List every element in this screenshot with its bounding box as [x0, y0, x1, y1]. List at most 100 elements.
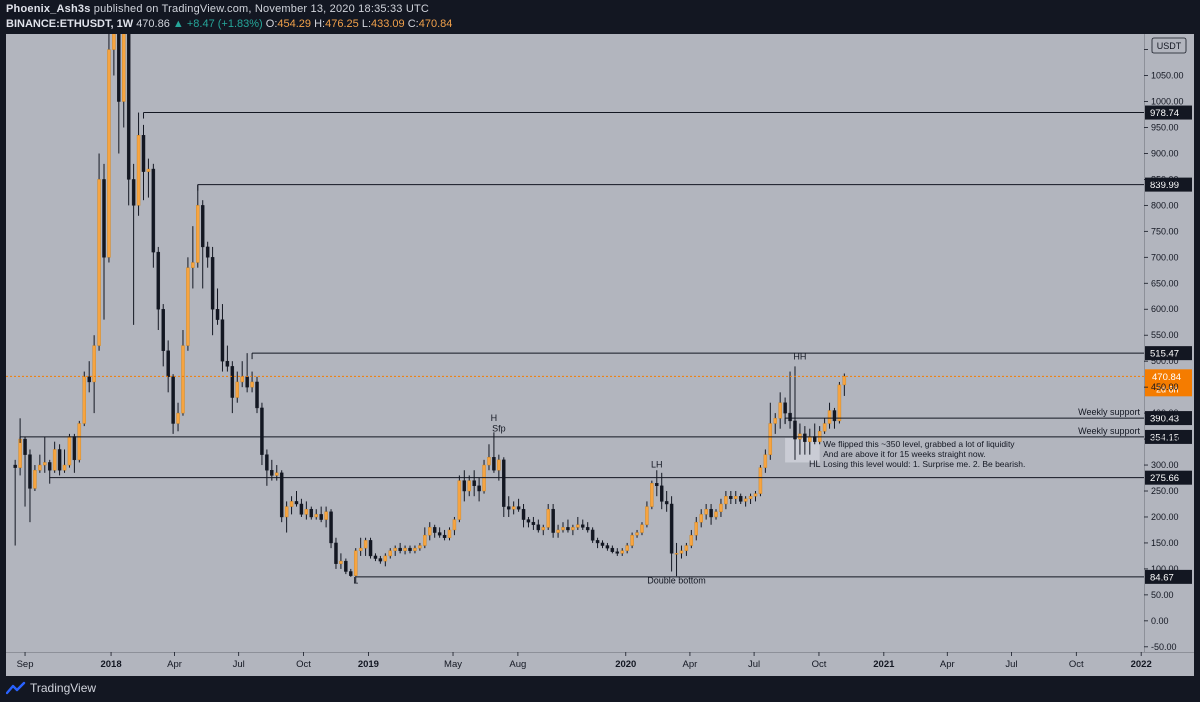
candle-body[interactable]: [536, 524, 541, 531]
author-name[interactable]: Phoenix_Ash3s: [6, 3, 91, 15]
candle-body[interactable]: [729, 496, 733, 499]
candle-body[interactable]: [709, 508, 713, 518]
candle-body[interactable]: [117, 34, 121, 102]
candle-body[interactable]: [225, 360, 230, 367]
candle-body[interactable]: [112, 34, 116, 50]
candle-body[interactable]: [235, 381, 239, 398]
candle-body[interactable]: [62, 464, 67, 471]
candle-body[interactable]: [788, 412, 792, 422]
candle-body[interactable]: [556, 529, 560, 533]
candle-body[interactable]: [57, 449, 62, 471]
candle-body[interactable]: [166, 350, 170, 377]
candle-body[interactable]: [699, 514, 703, 523]
candle-body[interactable]: [358, 547, 363, 551]
candle-body[interactable]: [837, 384, 842, 422]
candle-body[interactable]: [502, 459, 506, 507]
candle-body[interactable]: [605, 545, 610, 549]
candle-body[interactable]: [265, 454, 269, 471]
candle-body[interactable]: [630, 534, 634, 546]
candle-body[interactable]: [783, 402, 787, 414]
candle-body[interactable]: [38, 464, 42, 471]
candle-body[interactable]: [403, 547, 407, 551]
candle-body[interactable]: [181, 345, 185, 414]
candle-body[interactable]: [270, 470, 274, 476]
candle-body[interactable]: [477, 485, 481, 492]
candle-body[interactable]: [146, 168, 151, 172]
candle-body[interactable]: [803, 433, 807, 442]
candle-body[interactable]: [467, 480, 471, 492]
candle-body[interactable]: [452, 519, 457, 531]
candle-body[interactable]: [650, 483, 654, 507]
candle-body[interactable]: [832, 410, 837, 422]
candle-body[interactable]: [571, 527, 575, 531]
candle-body[interactable]: [136, 135, 141, 206]
candle-body[interactable]: [260, 407, 264, 455]
candle-body[interactable]: [526, 519, 531, 523]
candle-body[interactable]: [334, 542, 338, 564]
candle-body[interactable]: [23, 438, 27, 455]
candle-body[interactable]: [284, 506, 289, 518]
candle-body[interactable]: [714, 511, 718, 518]
candle-body[interactable]: [205, 246, 210, 258]
candlestick-chart[interactable]: 978.74 839.99 515.47 390.43 Weekly support 35…: [6, 34, 1194, 676]
candle-body[interactable]: [763, 454, 768, 468]
time-axis[interactable]: Sep 2018 Apr Jul Oct 2019 May Aug 2020 Apr Jul Oct 2…: [17, 652, 1152, 670]
candle-body[interactable]: [324, 511, 328, 520]
candle-body[interactable]: [645, 506, 649, 525]
candle-body[interactable]: [457, 480, 462, 520]
candle-body[interactable]: [773, 418, 777, 424]
candle-body[interactable]: [72, 436, 77, 461]
candle-body[interactable]: [724, 496, 728, 505]
candle-body[interactable]: [289, 501, 294, 507]
candle-body[interactable]: [743, 498, 748, 502]
candle-body[interactable]: [551, 508, 555, 533]
candle-body[interactable]: [442, 534, 447, 538]
candle-body[interactable]: [67, 436, 72, 466]
candle-body[interactable]: [378, 558, 383, 562]
candle-body[interactable]: [200, 205, 205, 248]
candle-body[interactable]: [339, 560, 343, 564]
candle-body[interactable]: [684, 545, 689, 551]
candle-body[interactable]: [738, 496, 743, 502]
candle-body[interactable]: [487, 457, 491, 466]
candle-body[interactable]: [719, 503, 723, 512]
candle-body[interactable]: [275, 472, 279, 476]
candle-body[interactable]: [827, 410, 832, 424]
candle-body[interactable]: [279, 472, 284, 518]
candle-body[interactable]: [778, 402, 782, 419]
candle-body[interactable]: [304, 508, 309, 515]
candle-body[interactable]: [462, 480, 467, 492]
candle-body[interactable]: [566, 527, 570, 531]
candle-body[interactable]: [373, 555, 378, 559]
candle-body[interactable]: [768, 423, 773, 455]
candle-body[interactable]: [655, 483, 659, 487]
candle-body[interactable]: [516, 506, 521, 510]
candle-body[interactable]: [329, 511, 333, 544]
candle-body[interactable]: [122, 34, 126, 102]
candle-body[interactable]: [87, 376, 91, 383]
candle-body[interactable]: [230, 366, 235, 398]
candle-body[interactable]: [432, 527, 437, 533]
candle-body[interactable]: [664, 501, 669, 505]
candle-body[interactable]: [625, 545, 629, 551]
candle-body[interactable]: [18, 438, 22, 468]
candle-body[interactable]: [541, 527, 546, 531]
candle-body[interactable]: [319, 514, 323, 520]
candle-body[interactable]: [363, 540, 368, 549]
candle-body[interactable]: [581, 524, 585, 528]
candle-body[interactable]: [186, 267, 190, 346]
candle-body[interactable]: [191, 262, 195, 268]
candle-body[interactable]: [669, 503, 674, 554]
candle-body[interactable]: [102, 179, 106, 258]
candle-body[interactable]: [368, 540, 373, 557]
candle-body[interactable]: [33, 470, 37, 489]
candle-body[interactable]: [689, 534, 694, 546]
candle-body[interactable]: [314, 514, 318, 518]
currency-button[interactable]: USDT: [1151, 37, 1187, 54]
candle-body[interactable]: [349, 571, 353, 576]
candle-body[interactable]: [176, 412, 180, 424]
candle-body[interactable]: [793, 420, 797, 440]
candle-body[interactable]: [393, 547, 397, 551]
candle-body[interactable]: [220, 319, 225, 362]
candle-body[interactable]: [600, 542, 605, 546]
